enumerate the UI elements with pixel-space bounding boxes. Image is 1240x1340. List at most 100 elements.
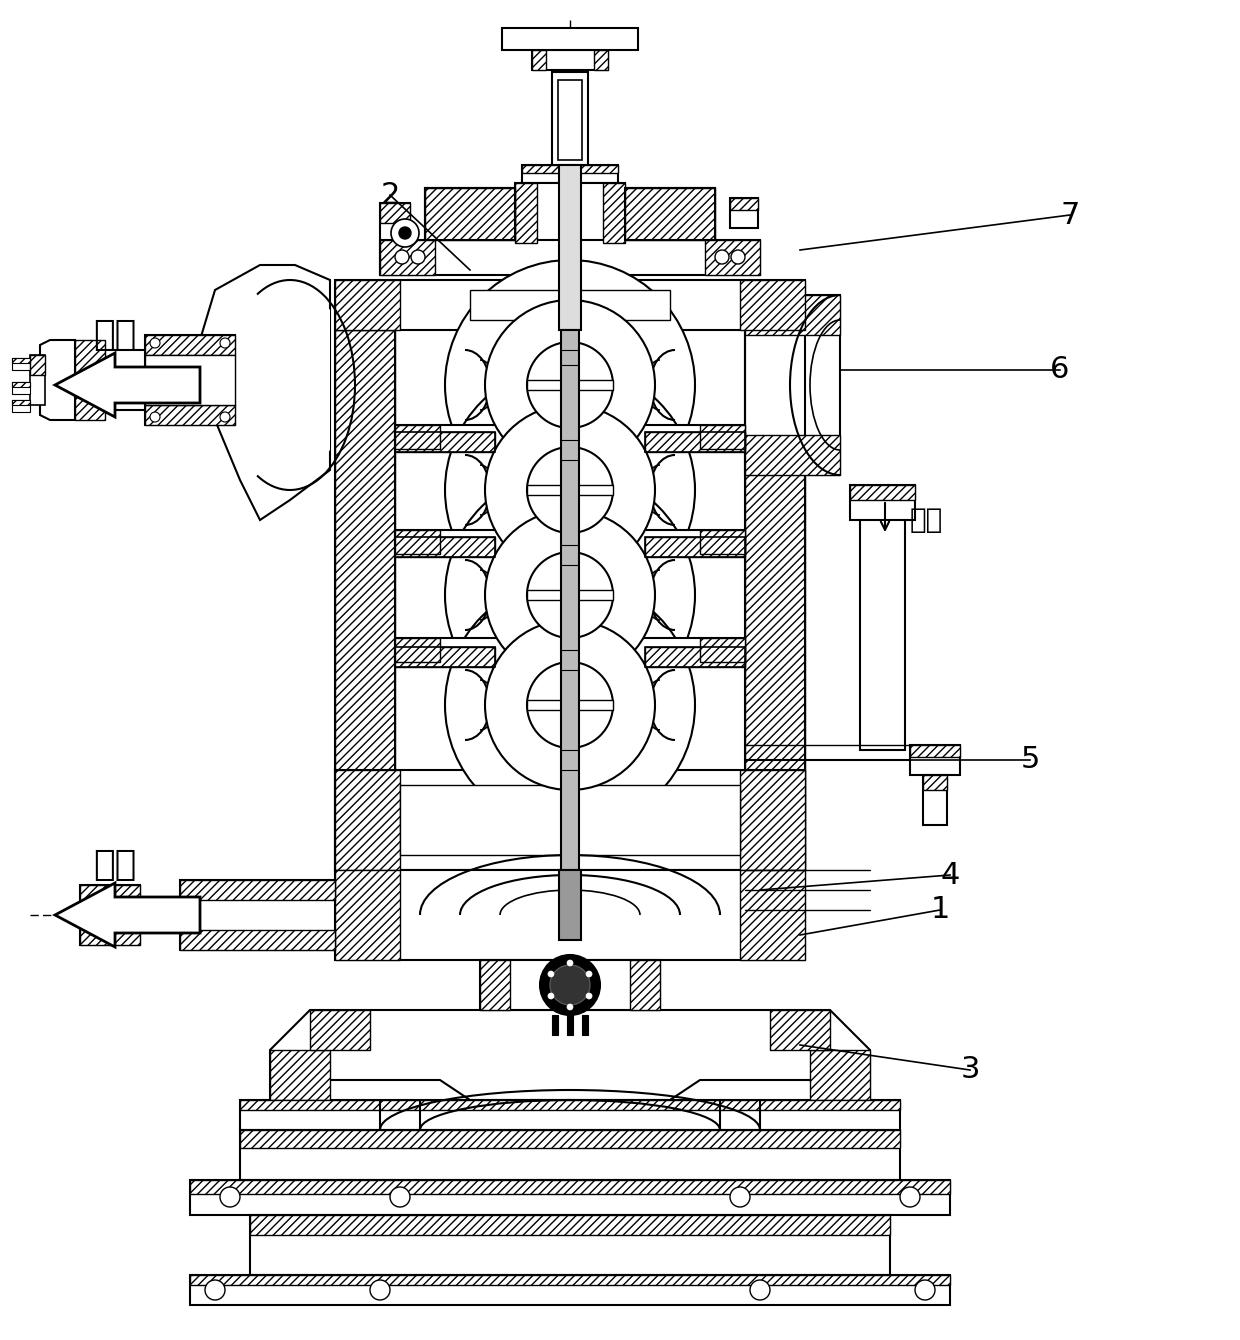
Bar [12,401,30,405]
Bar [502,28,639,50]
Circle shape [730,1187,750,1207]
Circle shape [548,972,554,977]
Circle shape [548,993,554,1000]
Bar [559,165,582,330]
Circle shape [587,972,591,977]
Bar [335,870,805,959]
Bar [558,80,582,159]
Circle shape [551,965,590,1005]
Bar [180,880,335,950]
Bar [745,330,805,870]
Bar [745,330,805,870]
Bar [740,280,805,330]
Bar [470,289,670,320]
Bar [145,335,236,355]
Circle shape [370,1280,391,1300]
Bar [379,240,435,275]
Bar [625,188,715,240]
Bar [515,184,625,243]
Circle shape [485,405,655,575]
Bar [241,1100,900,1110]
Bar [861,490,905,750]
Bar [335,280,401,330]
Bar [81,884,140,905]
Bar [241,1130,900,1148]
Bar [527,699,613,710]
Polygon shape [55,883,200,947]
Bar [532,50,608,70]
Bar [180,880,335,900]
Bar [12,358,30,363]
Bar [180,930,335,950]
Bar [849,485,915,520]
Bar [270,1051,330,1100]
Text: 4: 4 [940,860,960,890]
Bar [425,188,515,240]
Bar [241,1130,900,1181]
Circle shape [205,1280,224,1300]
Polygon shape [229,277,330,494]
Bar [745,436,839,474]
Bar [396,537,495,557]
Bar [425,188,515,240]
Bar [12,401,30,411]
Bar [532,50,546,70]
Bar [745,295,839,474]
Text: 5: 5 [1021,745,1039,775]
Bar [910,745,960,775]
Bar [923,775,947,791]
Bar [396,638,440,662]
Bar [701,425,745,449]
Bar [12,382,30,394]
Bar [730,198,758,210]
Bar [645,431,745,452]
Bar [396,647,495,667]
Circle shape [527,342,613,427]
Bar [522,165,618,184]
Bar [745,295,839,335]
Bar [145,335,236,425]
Circle shape [715,251,729,264]
Bar [30,355,45,375]
Circle shape [900,1187,920,1207]
Text: 3: 3 [960,1056,980,1084]
Bar [250,1215,890,1235]
Bar [740,770,805,870]
Bar [396,431,495,452]
Bar [527,381,613,390]
Bar [401,785,740,855]
Bar [645,537,745,557]
Circle shape [587,993,591,1000]
Bar [379,240,760,275]
Bar [335,280,805,330]
Bar [190,1181,950,1215]
Bar [560,330,579,870]
Text: 6: 6 [1050,355,1070,385]
Bar [335,330,396,870]
Bar [740,870,805,959]
Bar [396,647,495,667]
Text: 进水: 进水 [93,848,136,882]
Bar [396,425,745,449]
Bar [810,1051,870,1100]
Circle shape [527,448,613,533]
Bar [335,870,401,959]
Bar [379,202,410,222]
Bar [190,1274,950,1305]
Bar [923,775,947,825]
Circle shape [915,1280,935,1300]
Bar [645,647,745,667]
Bar [396,531,745,553]
Polygon shape [200,265,330,520]
Bar [522,165,618,173]
Bar [425,188,515,240]
Bar [379,202,410,275]
Circle shape [485,511,655,679]
Bar [335,770,401,870]
Text: 回水: 回水 [910,507,944,535]
Polygon shape [55,352,200,417]
Bar [910,745,960,757]
Bar [241,1100,900,1130]
Circle shape [567,1004,573,1010]
Bar [81,884,140,945]
